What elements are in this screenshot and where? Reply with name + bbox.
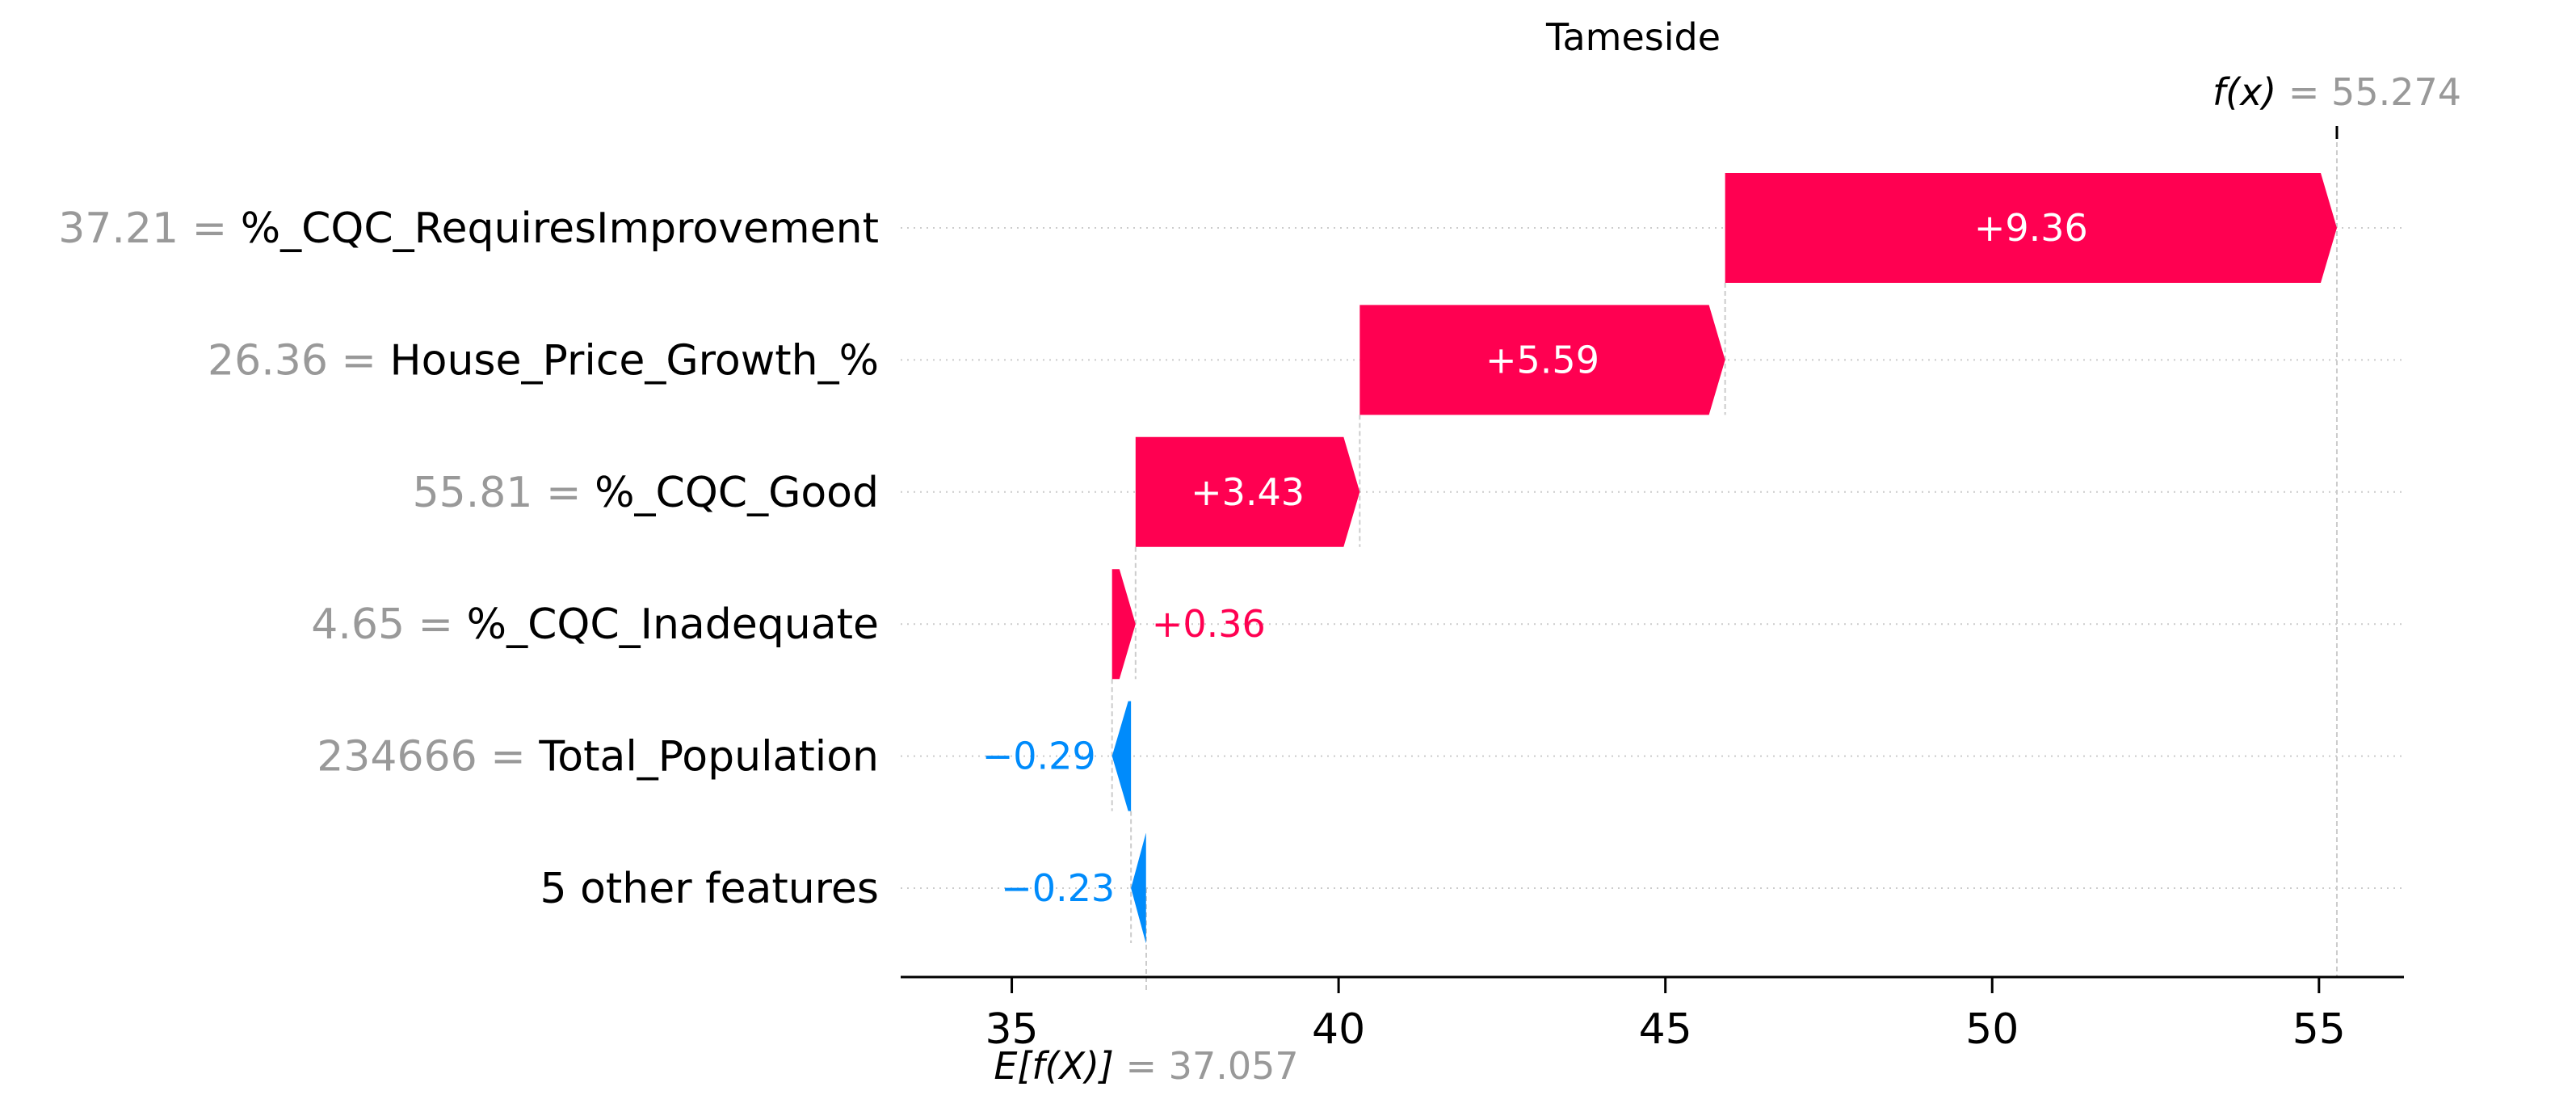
equals-sign: = [477,733,540,781]
feature-value: 234666 [317,733,477,781]
x-tick-label: 35 [985,1005,1038,1054]
x-tick-label: 50 [1965,1005,2019,1054]
feature-value: 55.81 [413,469,533,517]
feature-label: 234666 = Total_Population [317,733,879,781]
feature-label: 4.65 = %_CQC_Inadequate [311,600,879,649]
x-tick-label: 40 [1312,1005,1365,1054]
contribution-bar [1135,436,1360,547]
equals-sign: = [405,600,467,649]
contribution-label: −0.23 [1001,866,1115,910]
equals-sign: = [328,336,390,385]
fx-equals: = [2276,70,2331,114]
contribution-bar [1112,569,1136,680]
contribution-bar [1131,833,1146,943]
fx-value: 55.274 [2331,70,2461,114]
contribution-label: +5.59 [1486,338,1599,381]
feature-value: 37.21 [58,204,179,253]
efx-value: 37.057 [1169,1044,1299,1088]
feature-label: 55.81 = %_CQC_Good [413,469,879,517]
feature-name: %_CQC_Good [595,469,879,517]
feature-label: 37.21 = %_CQC_RequiresImprovement [58,204,879,253]
contribution-bar [1359,305,1725,415]
contribution-label: +9.36 [1974,206,2088,250]
fx-label: f(x) = 55.274 [2213,70,2461,114]
feature-name: 5 other features [540,865,879,913]
contribution-bar [1725,173,2337,283]
feature-name: %_CQC_RequiresImprovement [241,204,879,253]
feature-label: 5 other features [540,865,879,913]
feature-labels: +9.36 37.21 = %_CQC_RequiresImprovement +5… [58,70,2461,1088]
contribution-label: +0.36 [1152,602,1266,646]
feature-name: %_CQC_Inadequate [467,600,879,649]
efx-equals: = [1114,1044,1169,1088]
feature-name: Total_Population [538,733,879,781]
x-tick-label: 55 [2292,1005,2346,1054]
contribution-label: −0.29 [982,735,1096,778]
efx-symbol: E[f(X)] [994,1044,1114,1088]
contribution-bar [1112,701,1132,811]
feature-label: 26.36 = House_Price_Growth_% [208,336,879,385]
x-tick-label: 45 [1639,1005,1692,1054]
x-axis: 35 40 45 50 55 [901,975,2404,1054]
equals-sign: = [179,204,241,253]
feature-value: 26.36 [208,336,328,385]
chart-title: Tameside [1545,15,1721,59]
fx-symbol: f(x) [2213,70,2276,114]
equals-sign: = [532,469,595,517]
contribution-bars [1112,173,2337,943]
contribution-label: +3.43 [1191,470,1305,514]
base-value-label: E[f(X)] = 37.057 [994,1044,1298,1088]
connector-lines [1111,126,2339,990]
feature-value: 4.65 [311,600,405,649]
feature-name: House_Price_Growth_% [390,336,879,385]
